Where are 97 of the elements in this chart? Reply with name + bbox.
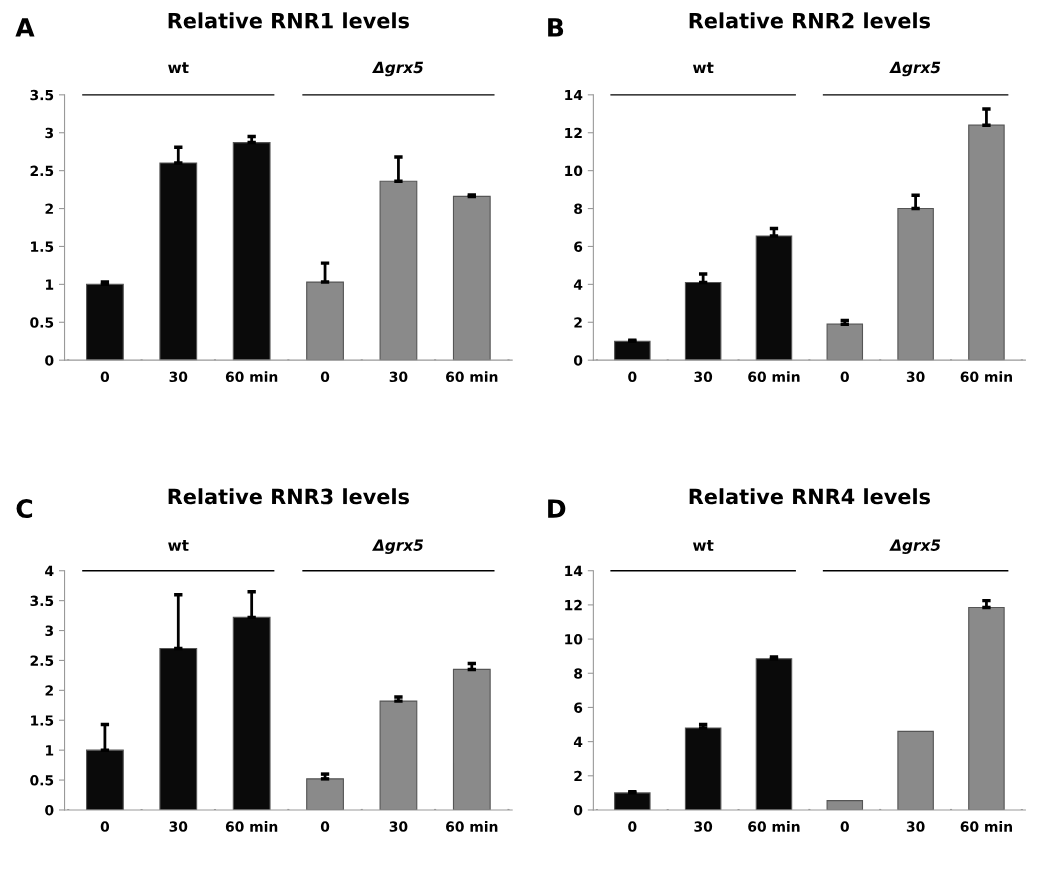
x-tick-label: 0: [840, 371, 849, 383]
x-tick-label: 0: [320, 821, 330, 832]
bar: [159, 647, 198, 810]
bar: [379, 700, 418, 810]
y-tick-label: 12: [565, 599, 582, 611]
x-tick-label: 30: [169, 371, 188, 383]
bar: [897, 207, 934, 361]
y-tick-label: 0.5: [30, 317, 54, 328]
y-tick-label: 10: [565, 165, 583, 177]
bar: [614, 340, 651, 361]
bar: [826, 800, 864, 810]
y-tick-label: 0: [45, 355, 54, 366]
bar: [452, 668, 491, 810]
text: Δgrx5: [372, 539, 424, 554]
y-tick-label: 14: [565, 565, 583, 576]
bar: [826, 323, 864, 361]
chart-title: Relative RNR3 levels: [168, 488, 409, 505]
text: Δgrx5: [889, 61, 941, 77]
text: Δgrx5: [889, 539, 941, 554]
x-tick-label: 60 min: [446, 371, 498, 383]
y-tick-label: 0: [45, 804, 54, 816]
text: D: [548, 499, 566, 518]
chart-title: Relative RNR4 levels: [689, 488, 930, 505]
y-tick-label: 4: [573, 279, 583, 290]
bar: [86, 749, 124, 810]
y-tick-label: 2: [45, 203, 53, 214]
y-tick-label: 3.5: [30, 595, 54, 607]
x-tick-label: 60 min: [960, 371, 1012, 383]
y-tick-label: 1.5: [31, 241, 54, 252]
x-tick-label: 60 min: [225, 821, 278, 832]
bar: [684, 281, 722, 361]
x-tick-label: 0: [320, 371, 330, 383]
y-tick-label: 14: [565, 89, 583, 101]
y-tick-label: 2.5: [30, 655, 54, 666]
x-tick-label: 60 min: [960, 821, 1012, 832]
bar: [379, 180, 418, 361]
x-tick-label: 30: [694, 821, 713, 832]
x-tick-label: 60 min: [748, 371, 800, 383]
y-tick-label: 8: [574, 203, 583, 215]
text: wt: [692, 62, 714, 74]
bar: [684, 727, 722, 810]
y-tick-label: 3: [45, 625, 54, 637]
x-tick-label: 60 min: [748, 821, 800, 832]
x-tick-label: 60 min: [225, 371, 278, 383]
x-tick-label: 0: [628, 821, 637, 832]
bar: [968, 606, 1005, 810]
bar: [306, 778, 344, 810]
bar: [306, 281, 344, 361]
bar: [614, 792, 651, 810]
y-tick-label: 2: [574, 317, 582, 328]
text: C: [16, 499, 33, 519]
x-tick-label: 30: [906, 371, 925, 383]
bar: [232, 142, 271, 361]
text: wt: [168, 62, 189, 74]
y-tick-label: 1: [46, 745, 54, 756]
y-tick-label: 0: [573, 355, 583, 366]
text: A: [15, 18, 35, 37]
y-tick-label: 8: [574, 668, 583, 679]
text: Δgrx5: [372, 61, 424, 77]
x-tick-label: 0: [100, 371, 110, 383]
x-tick-label: 60 min: [446, 821, 498, 832]
x-tick-label: 0: [840, 821, 849, 832]
y-tick-label: 1.5: [31, 715, 54, 726]
y-tick-label: 6: [574, 241, 583, 252]
x-tick-label: 0: [628, 371, 637, 383]
chart-title: Relative RNR2 levels: [689, 12, 930, 29]
x-tick-label: 30: [906, 821, 925, 832]
y-tick-label: 2: [45, 685, 53, 696]
bar: [755, 235, 793, 361]
bar: [232, 616, 271, 810]
y-tick-label: 4: [573, 736, 583, 747]
y-tick-label: 3.5: [30, 89, 54, 101]
y-tick-label: 4: [45, 565, 54, 576]
bar: [968, 124, 1005, 361]
y-tick-label: 12: [565, 127, 582, 139]
y-tick-label: 0.5: [30, 775, 54, 786]
bar: [86, 283, 124, 361]
text: wt: [168, 540, 189, 551]
chart-title: Relative RNR1 levels: [168, 12, 409, 29]
x-tick-label: 30: [694, 371, 713, 383]
y-tick-label: 10: [565, 634, 583, 645]
bar: [452, 195, 491, 361]
y-tick-label: 2.5: [30, 165, 54, 177]
text: B: [548, 18, 564, 37]
y-tick-label: 3: [45, 127, 54, 139]
x-tick-label: 30: [389, 821, 408, 832]
x-tick-label: 30: [389, 371, 408, 383]
bar: [897, 730, 934, 810]
y-tick-label: 1: [46, 279, 54, 290]
y-tick-label: 2: [574, 770, 582, 782]
text: wt: [692, 540, 714, 551]
x-tick-label: 0: [100, 821, 110, 832]
y-tick-label: 0: [573, 804, 583, 816]
y-tick-label: 6: [574, 702, 583, 713]
bar: [159, 162, 198, 361]
bar: [755, 658, 793, 810]
x-tick-label: 30: [169, 821, 188, 832]
